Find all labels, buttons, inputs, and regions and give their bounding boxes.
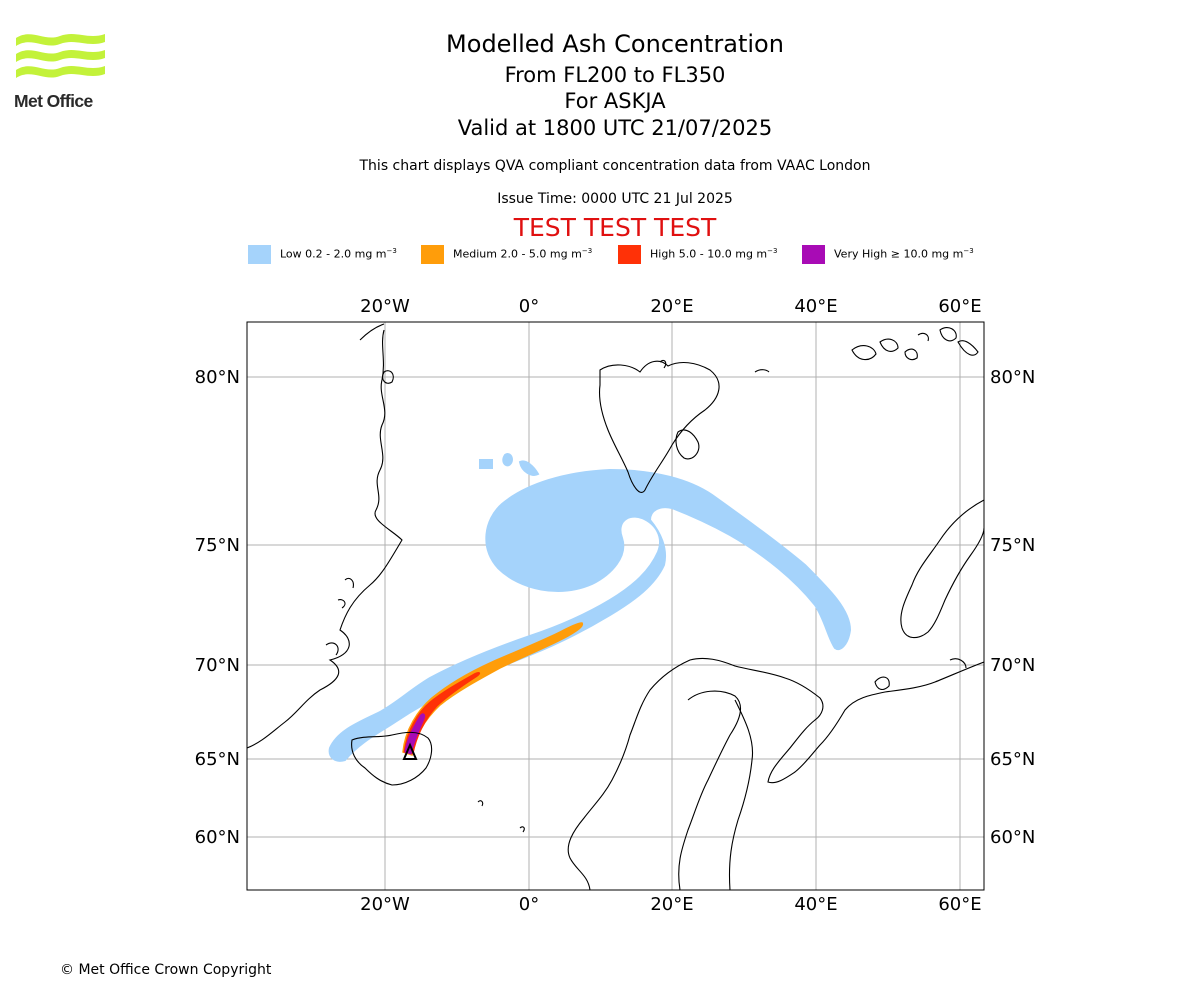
met-office-logo: Met Office	[14, 30, 108, 114]
volcano-name: For ASKJA	[564, 89, 666, 113]
lon-tick-bottom-60e: 60°E	[938, 894, 981, 915]
disclaimer-text: This chart displays QVA compliant concen…	[359, 158, 871, 174]
ash-medium-area	[402, 622, 584, 757]
legend-label-very-high: Very High ≥ 10.0 mg m−3	[834, 247, 974, 261]
lon-tick-bottom-0: 0°	[519, 894, 539, 915]
legend-swatch-high	[618, 244, 641, 264]
legend-label-high: High 5.0 - 10.0 mg m−3	[650, 247, 778, 261]
lon-tick-bottom-20e: 20°E	[650, 894, 693, 915]
legend-item-medium: Medium 2.0 - 5.0 mg m−3	[421, 244, 592, 264]
lat-tick-right-65n: 65°N	[990, 749, 1035, 770]
lon-tick-top-20e: 20°E	[650, 296, 693, 317]
waves-icon	[16, 34, 105, 78]
lon-tick-bottom-20w: 20°W	[360, 894, 410, 915]
lat-tick-right-75n: 75°N	[990, 535, 1035, 556]
legend-label-medium: Medium 2.0 - 5.0 mg m−3	[453, 247, 593, 261]
lat-tick-left-60n: 60°N	[195, 827, 240, 848]
flight-level-range: From FL200 to FL350	[504, 63, 726, 87]
legend-swatch-low	[248, 244, 271, 264]
lat-tick-left-80n: 80°N	[195, 367, 240, 388]
valid-time: Valid at 1800 UTC 21/07/2025	[457, 116, 773, 140]
lat-tick-right-60n: 60°N	[990, 827, 1035, 848]
lon-tick-top-20w: 20°W	[360, 296, 410, 317]
lat-tick-right-80n: 80°N	[990, 367, 1035, 388]
legend-swatch-medium	[421, 244, 444, 264]
volcano-marker-icon	[402, 742, 418, 760]
lon-tick-top-0: 0°	[519, 296, 539, 317]
logo-text: Met Office	[14, 91, 93, 111]
test-banner: TEST TEST TEST	[513, 213, 717, 242]
lat-tick-left-70n: 70°N	[195, 655, 240, 676]
legend-label-low: Low 0.2 - 2.0 mg m−3	[280, 247, 397, 261]
map-frame	[246, 321, 985, 891]
legend-swatch-very-high	[802, 244, 825, 264]
lon-tick-top-60e: 60°E	[938, 296, 981, 317]
lat-tick-right-70n: 70°N	[990, 655, 1035, 676]
legend-item-high: High 5.0 - 10.0 mg m−3	[618, 244, 777, 264]
ash-low-area	[328, 453, 852, 762]
lat-tick-left-65n: 65°N	[195, 749, 240, 770]
lon-tick-top-40e: 40°E	[794, 296, 837, 317]
chart-title: Modelled Ash Concentration	[446, 30, 784, 58]
lon-tick-bottom-40e: 40°E	[794, 894, 837, 915]
lat-tick-left-75n: 75°N	[195, 535, 240, 556]
coastlines	[247, 323, 984, 890]
issue-time: Issue Time: 0000 UTC 21 Jul 2025	[497, 191, 733, 207]
copyright-notice: © Met Office Crown Copyright	[60, 962, 272, 978]
legend-item-low: Low 0.2 - 2.0 mg m−3	[248, 244, 397, 264]
ash-map: 20°W 0° 20°E 40°E 60°E 20°W 0° 20°E 40°E…	[195, 296, 1036, 915]
legend-item-very-high: Very High ≥ 10.0 mg m−3	[802, 244, 974, 264]
